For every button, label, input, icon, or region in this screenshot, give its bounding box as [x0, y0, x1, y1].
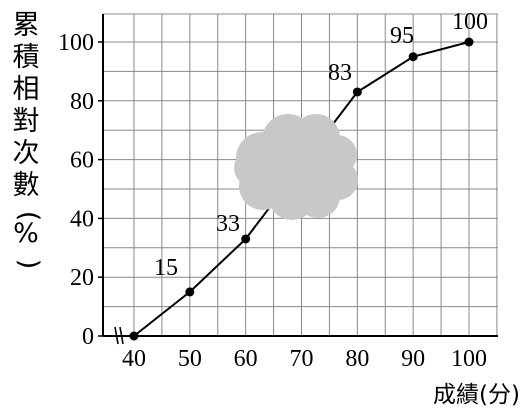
labels: 0 20 40 60 80 100 40 50 60 70 80 90 100 15 33 83 95 100 累積… [13, 9, 521, 408]
axes [98, 14, 498, 345]
y-axis-label-char: 累 [13, 10, 40, 41]
x-tick-label: 90 [401, 346, 425, 372]
data-point [352, 87, 362, 97]
y-tick-label: 80 [70, 89, 94, 115]
y-axis-label-char: ) [13, 259, 44, 270]
y-tick-label: 60 [70, 148, 94, 174]
x-tick-label: 60 [234, 346, 258, 372]
x-tick-label: 40 [122, 346, 146, 372]
data-label: 83 [328, 60, 352, 86]
y-axis-label-char: 數 [13, 170, 40, 201]
x-tick-label: 80 [345, 346, 369, 372]
data-label: 100 [452, 9, 488, 35]
y-axis-label-char: ( [13, 211, 44, 222]
data-point [464, 37, 474, 47]
data-label: 33 [216, 211, 240, 237]
x-tick-label: 70 [290, 346, 314, 372]
y-tick-label: 20 [70, 265, 94, 291]
x-axis-label: 成績(分) [433, 382, 520, 408]
axis-break-mark [114, 326, 119, 345]
data-point [129, 331, 139, 341]
y-axis-label-char: 對 [13, 106, 40, 137]
y-axis-label-char: 相 [13, 74, 40, 105]
data-label: 15 [154, 255, 178, 281]
x-tick-label: 50 [178, 346, 202, 372]
cloud-part [260, 130, 332, 202]
y-axis-label-char: 次 [13, 138, 40, 169]
x-tick-label: 100 [451, 346, 487, 372]
y-tick-label: 100 [58, 30, 94, 56]
y-axis-label-char: % [13, 218, 39, 249]
data-label: 95 [390, 23, 414, 49]
y-tick-label: 40 [70, 206, 94, 232]
y-tick-label: 0 [82, 324, 94, 350]
y-axis-label-char: 積 [13, 42, 40, 73]
cloud-cover [234, 114, 358, 220]
data-point [408, 52, 418, 62]
axis-break-mark [119, 326, 124, 345]
data-point [241, 234, 251, 244]
data-point [185, 287, 195, 297]
